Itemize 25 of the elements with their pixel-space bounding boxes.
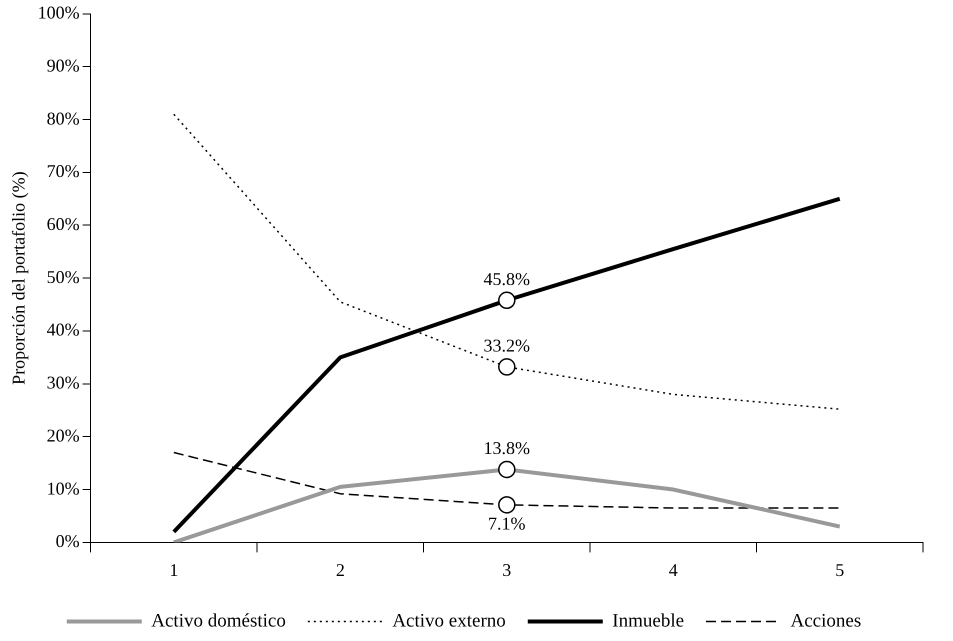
y-tick-label: 80% (46, 108, 80, 128)
y-tick-label: 60% (46, 214, 80, 234)
legend-label: Acciones (790, 610, 862, 632)
y-tick-label: 70% (46, 161, 80, 182)
data-label: 7.1% (488, 514, 526, 534)
y-tick-label: 0% (56, 531, 80, 552)
data-label: 45.8% (484, 269, 530, 290)
y-tick-label: 10% (46, 478, 80, 498)
x-tick-label: 5 (835, 560, 844, 580)
legend-label: Activo externo (392, 610, 506, 632)
y-tick-label: 20% (46, 425, 80, 446)
x-tick-label: 1 (169, 560, 178, 580)
y-tick-label: 40% (46, 320, 80, 340)
legend-label: Activo doméstico (151, 610, 286, 632)
y-tick-label: 50% (46, 266, 80, 287)
x-tick-label: 2 (336, 560, 345, 580)
y-tick-label: 100% (38, 2, 80, 23)
x-tick-label: 3 (502, 560, 512, 580)
y-tick-label: 30% (46, 372, 80, 393)
x-tick-label: 4 (668, 560, 678, 580)
data-label: 13.8% (484, 438, 530, 458)
y-tick-label: 90% (46, 55, 80, 76)
data-label: 33.2% (484, 336, 530, 356)
legend-label: Inmueble (612, 610, 684, 632)
y-axis-title: Proporción del portafolio (%) (8, 171, 29, 385)
